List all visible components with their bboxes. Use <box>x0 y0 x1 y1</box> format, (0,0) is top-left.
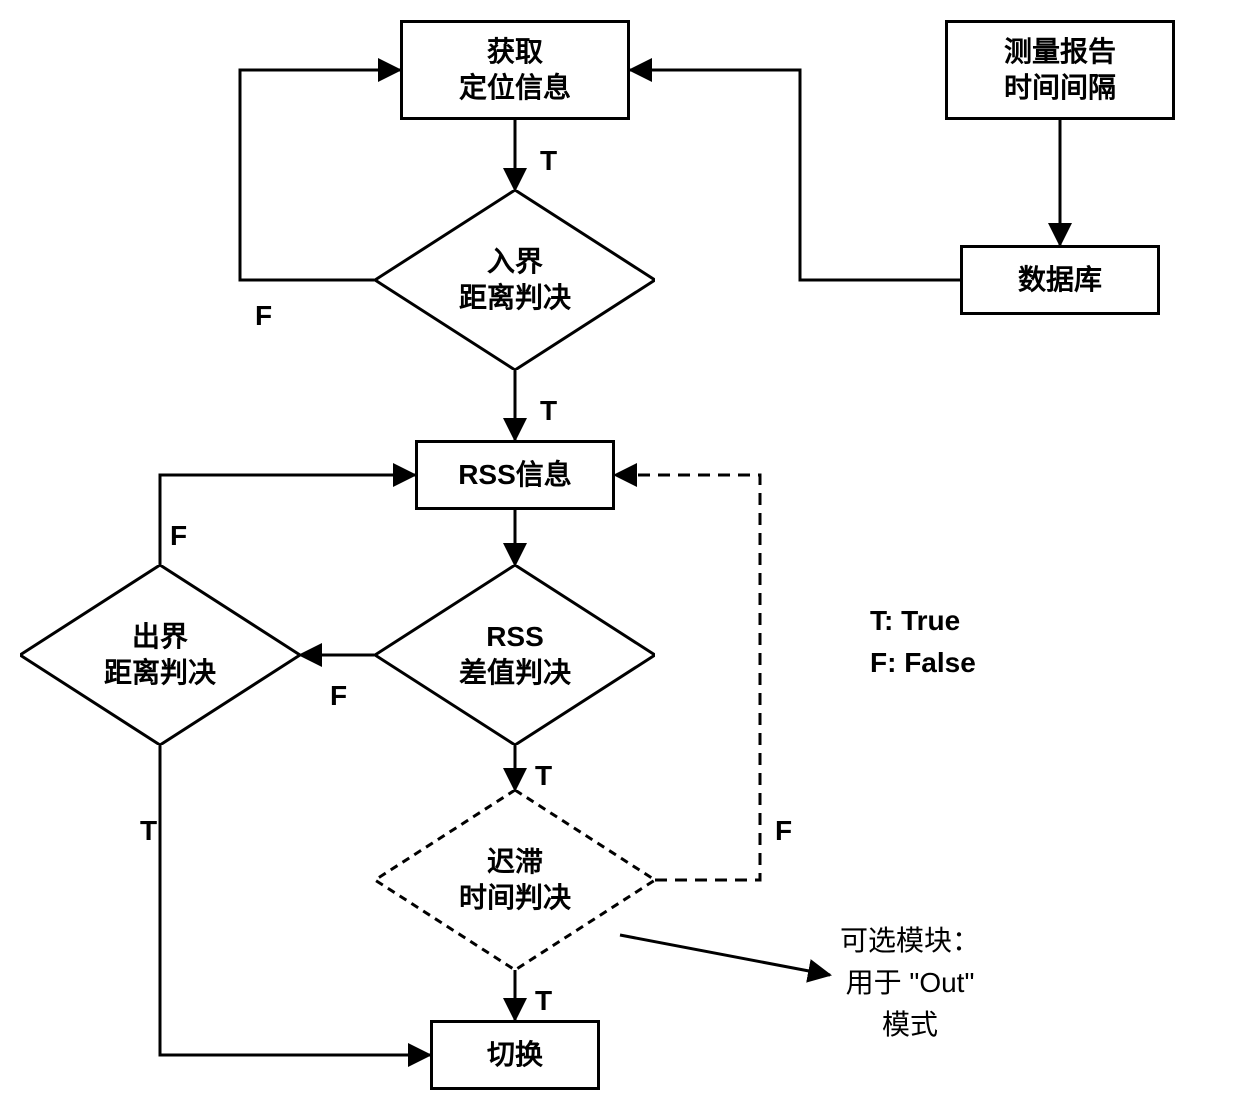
node-n_meas_rep: 测量报告 时间间隔 <box>945 20 1175 120</box>
node-label-n_out_dist: 出界 距离判决 <box>20 565 300 745</box>
node-n_in_dist: 入界 距离判决 <box>375 190 655 370</box>
edge-e12 <box>630 70 960 280</box>
annotation-optional-module: 可选模块： 用于 "Out" 模式 <box>840 920 980 1046</box>
node-n_rss: RSS信息 <box>415 440 615 510</box>
node-label-n_switch: 切换 <box>487 1037 543 1073</box>
node-label-n_meas_rep: 测量报告 时间间隔 <box>1004 34 1116 107</box>
node-label-n_get_pos: 获取 定位信息 <box>459 34 571 107</box>
edge-label-e9: T <box>535 985 552 1017</box>
node-n_delay: 迟滞 时间判决 <box>375 790 655 970</box>
edge-label-e3: T <box>540 395 557 427</box>
edge-label-e6: F <box>170 520 187 552</box>
node-n_db: 数据库 <box>960 245 1160 315</box>
edge-label-e5: F <box>330 680 347 712</box>
edge-label-e10: F <box>775 815 792 847</box>
node-label-n_db: 数据库 <box>1018 262 1102 298</box>
node-label-n_rss_diff: RSS 差值判决 <box>375 565 655 745</box>
edge-label-e7: T <box>140 815 157 847</box>
node-label-n_in_dist: 入界 距离判决 <box>375 190 655 370</box>
node-n_rss_diff: RSS 差值判决 <box>375 565 655 745</box>
node-label-n_rss: RSS信息 <box>458 457 572 493</box>
legend: T: True F: False <box>870 600 976 684</box>
edge-label-e1: T <box>540 145 557 177</box>
edge-label-e8: T <box>535 760 552 792</box>
edge-e6 <box>160 475 415 565</box>
flowchart-canvas: 获取 定位信息 测量报告 时间间隔数据库 入界 距离判决 RSS信息 RSS 差值判决出… <box>0 0 1235 1099</box>
node-n_get_pos: 获取 定位信息 <box>400 20 630 120</box>
node-n_switch: 切换 <box>430 1020 600 1090</box>
node-n_out_dist: 出界 距离判决 <box>20 565 300 745</box>
node-label-n_delay: 迟滞 时间判决 <box>375 790 655 970</box>
edge-label-e2: F <box>255 300 272 332</box>
